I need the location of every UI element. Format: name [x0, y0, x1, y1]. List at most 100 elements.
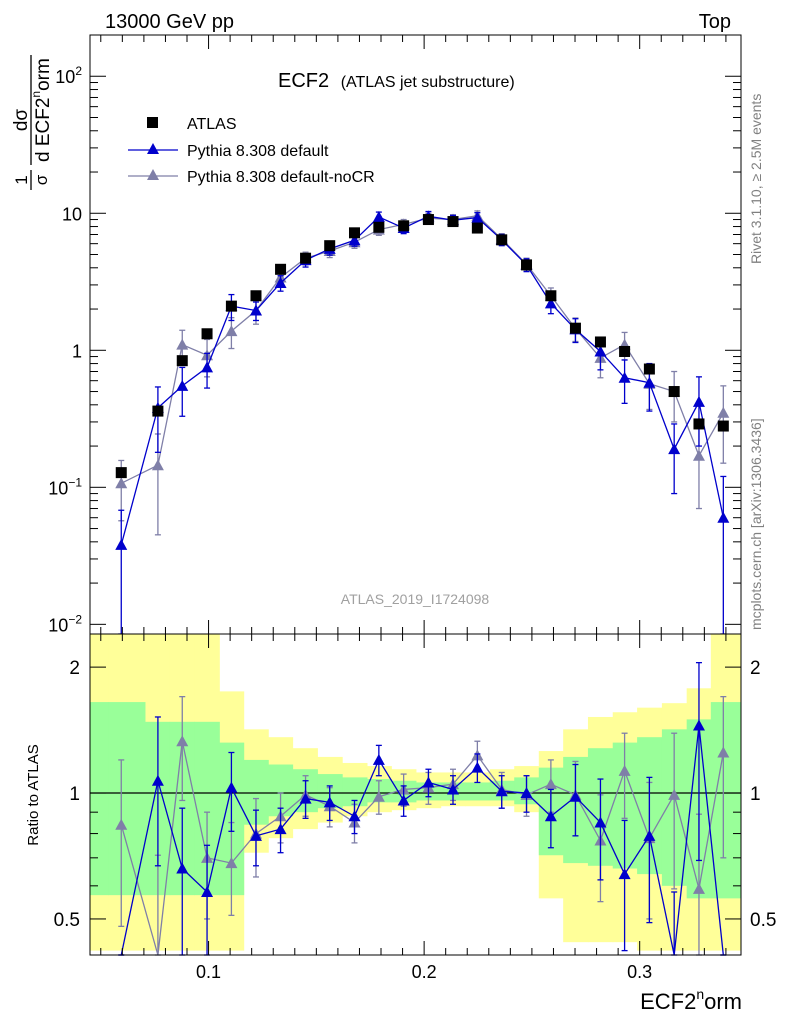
atlas-point: [521, 259, 533, 271]
atlas-point: [668, 386, 680, 398]
atlas-point: [643, 363, 655, 375]
legend-label-nocr: Pythia 8.308 default-noCR: [187, 169, 375, 186]
ratio-default-point: [397, 794, 410, 806]
default-point: [274, 276, 287, 288]
ratio-nocr-point: [668, 788, 681, 800]
plot-title-sub: (ATLAS jet substructure): [341, 74, 515, 91]
ylabel-decf-base: d ECF2: [33, 98, 54, 162]
atlas-point: [447, 216, 459, 228]
ratio-plot-layer: [90, 634, 742, 956]
atlas-point: [619, 345, 631, 357]
atlas-point: [250, 290, 262, 302]
ratio-ylabel: Ratio to ATLAS: [25, 744, 42, 845]
ratio-band-green: [90, 702, 109, 896]
atlas-point: [693, 418, 705, 430]
ratio-default-point: [225, 781, 238, 793]
atlas-point: [471, 222, 483, 234]
atlas-point: [717, 420, 729, 432]
ratio-ytick-label-right: 1: [750, 784, 761, 805]
ratio-default-point: [495, 785, 508, 797]
ylabel-decf-tail: orm: [33, 58, 54, 91]
ratio-default-point: [422, 776, 435, 788]
xlabel-tail: orm: [704, 989, 742, 1014]
main-ytick-label: 10−1: [48, 475, 82, 498]
default-point: [348, 234, 361, 246]
main-ytick-base: 10: [48, 615, 68, 635]
main-ytick-base: 10: [62, 204, 82, 224]
ratio-ytick-label-left: 1: [69, 784, 80, 805]
legend-label-atlas: ATLAS: [187, 116, 237, 133]
default-point: [115, 538, 128, 550]
atlas-point: [373, 221, 385, 233]
ratio-default-point: [274, 823, 287, 835]
ratio-default-point: [594, 816, 607, 828]
ratio-default-point: [618, 868, 631, 880]
ratio-nocr-point: [692, 882, 705, 894]
atlas-point: [569, 322, 581, 334]
ylabel-sigma: σ: [32, 174, 51, 185]
atlas-point: [275, 263, 287, 275]
side-label-mcplots: mcplots.cern.ch [arXiv:1306.3436]: [748, 418, 764, 630]
ratio-frame: [89, 633, 742, 956]
atlas-point: [300, 252, 312, 264]
atlas-point: [422, 214, 434, 226]
ylabel-decf-sup: n: [29, 91, 43, 98]
analysis-id: ATLAS_2019_I1724098: [341, 591, 490, 607]
ratio-band-green: [465, 782, 491, 801]
main-ytick-base: 1: [72, 341, 82, 361]
ratio-nocr-point: [115, 818, 128, 830]
nocr-point: [176, 338, 189, 350]
legend-marker-default: [147, 143, 159, 154]
ratio-xtick-label: 0.2: [412, 962, 437, 982]
header-process-label: Top: [699, 11, 731, 33]
ratio-default-point: [544, 810, 557, 822]
ratio-default-point: [323, 796, 336, 808]
ratio-default-point: [447, 783, 460, 795]
default-point: [471, 211, 484, 223]
nocr-point: [151, 459, 164, 471]
legend-marker-atlas: [147, 117, 158, 128]
atlas-point: [324, 240, 336, 252]
atlas-point: [496, 234, 508, 246]
ratio-default-point: [643, 829, 656, 841]
ratio-default-point: [151, 774, 164, 786]
ylabel-one: 1: [12, 175, 31, 184]
ratio-nocr-point: [225, 857, 238, 869]
default-point: [594, 345, 607, 357]
atlas-point: [201, 328, 213, 340]
main-ytick-label: 1: [72, 341, 82, 361]
ratio-ytick-label-right: 0.5: [750, 910, 776, 931]
ratio-xtick-label: 0.3: [627, 962, 652, 982]
default-point: [692, 395, 705, 407]
main-ylabel: 1 σ dσ d ECF2norm: [11, 55, 54, 190]
atlas-point: [115, 467, 127, 479]
plot-title-main: ECF2: [278, 70, 329, 92]
ratio-default-point: [569, 790, 582, 802]
ratio-default-point: [201, 885, 214, 897]
main-ytick-exp: −2: [68, 612, 82, 626]
default-point: [544, 297, 557, 309]
nocr-line: [120, 215, 724, 484]
nocr-point: [115, 477, 128, 489]
legend: ATLAS Pythia 8.308 default Pythia 8.308 …: [128, 116, 375, 186]
nocr-point: [692, 449, 705, 461]
main-ytick-base: 10: [55, 67, 75, 87]
ratio-default-point: [520, 787, 533, 799]
ratio-panel: 0.5 0.5 1 1 2 2 0.1 0.2 0.3 Ratio to ATLAS ECF2n…: [25, 633, 776, 1014]
default-point: [668, 443, 681, 455]
header-energy-label: 13000 GeV pp: [105, 11, 234, 33]
main-ytick-exp: −1: [68, 475, 82, 489]
default-point: [618, 371, 631, 383]
ratio-default-point: [176, 862, 189, 874]
default-point: [717, 511, 730, 523]
xlabel-sup: n: [696, 986, 704, 1002]
ratio-default-point: [471, 761, 484, 773]
ylabel-dsigma: dσ: [11, 109, 32, 132]
default-point: [249, 304, 262, 316]
atlas-point: [594, 336, 606, 348]
atlas-point: [398, 220, 410, 232]
ratio-default-point: [692, 719, 705, 731]
default-point: [176, 379, 189, 391]
